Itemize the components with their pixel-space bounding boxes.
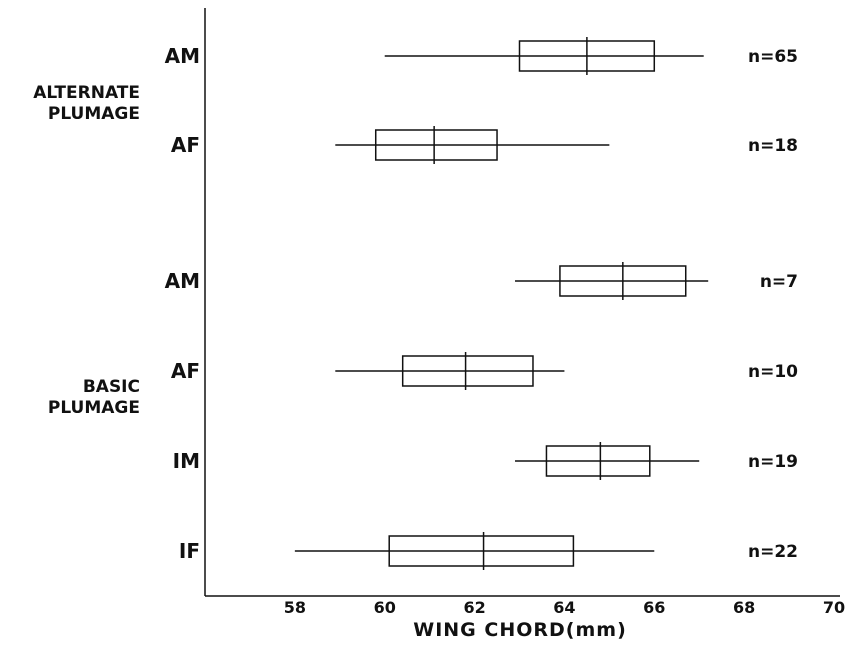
category-label: IF bbox=[179, 539, 200, 563]
category-label: AM bbox=[165, 269, 200, 293]
x-tick-label: 58 bbox=[284, 598, 306, 617]
group-label: ALTERNATE PLUMAGE bbox=[33, 83, 140, 124]
x-tick-labels: 58 60 62 64 66 68 70 bbox=[284, 598, 845, 617]
interquartile-box bbox=[545, 445, 651, 477]
sample-size-label: n=7 bbox=[760, 272, 798, 292]
box-row: AM n=65 bbox=[165, 37, 798, 75]
x-axis-label: WING CHORD(mm) bbox=[413, 619, 627, 641]
category-label: AF bbox=[171, 359, 200, 383]
x-tick-label: 68 bbox=[733, 598, 755, 617]
category-label: IM bbox=[173, 449, 200, 473]
sample-size-label: n=65 bbox=[748, 47, 798, 67]
category-label: AF bbox=[171, 133, 200, 157]
x-tick-label: 60 bbox=[374, 598, 396, 617]
x-tick-label: 62 bbox=[463, 598, 485, 617]
sample-size-label: n=22 bbox=[748, 542, 798, 562]
x-tick-label: 66 bbox=[643, 598, 665, 617]
box-row: IF n=22 bbox=[179, 532, 798, 570]
interquartile-box bbox=[374, 129, 498, 161]
x-tick-label: 70 bbox=[823, 598, 845, 617]
sample-size-label: n=18 bbox=[748, 136, 798, 156]
box-row: AF n=18 bbox=[171, 126, 798, 164]
interquartile-box bbox=[388, 535, 575, 567]
sample-size-label: n=10 bbox=[748, 362, 798, 382]
box-row: AM n=7 bbox=[165, 262, 798, 300]
box-row: AF n=10 bbox=[171, 352, 798, 390]
group-labels: ALTERNATE PLUMAGE BASIC PLUMAGE bbox=[33, 83, 140, 418]
interquartile-box bbox=[401, 355, 534, 387]
x-tick-label: 64 bbox=[553, 598, 575, 617]
group-label: BASIC PLUMAGE bbox=[48, 377, 140, 418]
box-rows: AM n=65 AF n=18 AM n=7 AF n=10 IM n=19 IF n=22 bbox=[165, 37, 798, 570]
sample-size-label: n=19 bbox=[748, 452, 798, 472]
box-row: IM n=19 bbox=[173, 442, 798, 480]
category-label: AM bbox=[165, 44, 200, 68]
